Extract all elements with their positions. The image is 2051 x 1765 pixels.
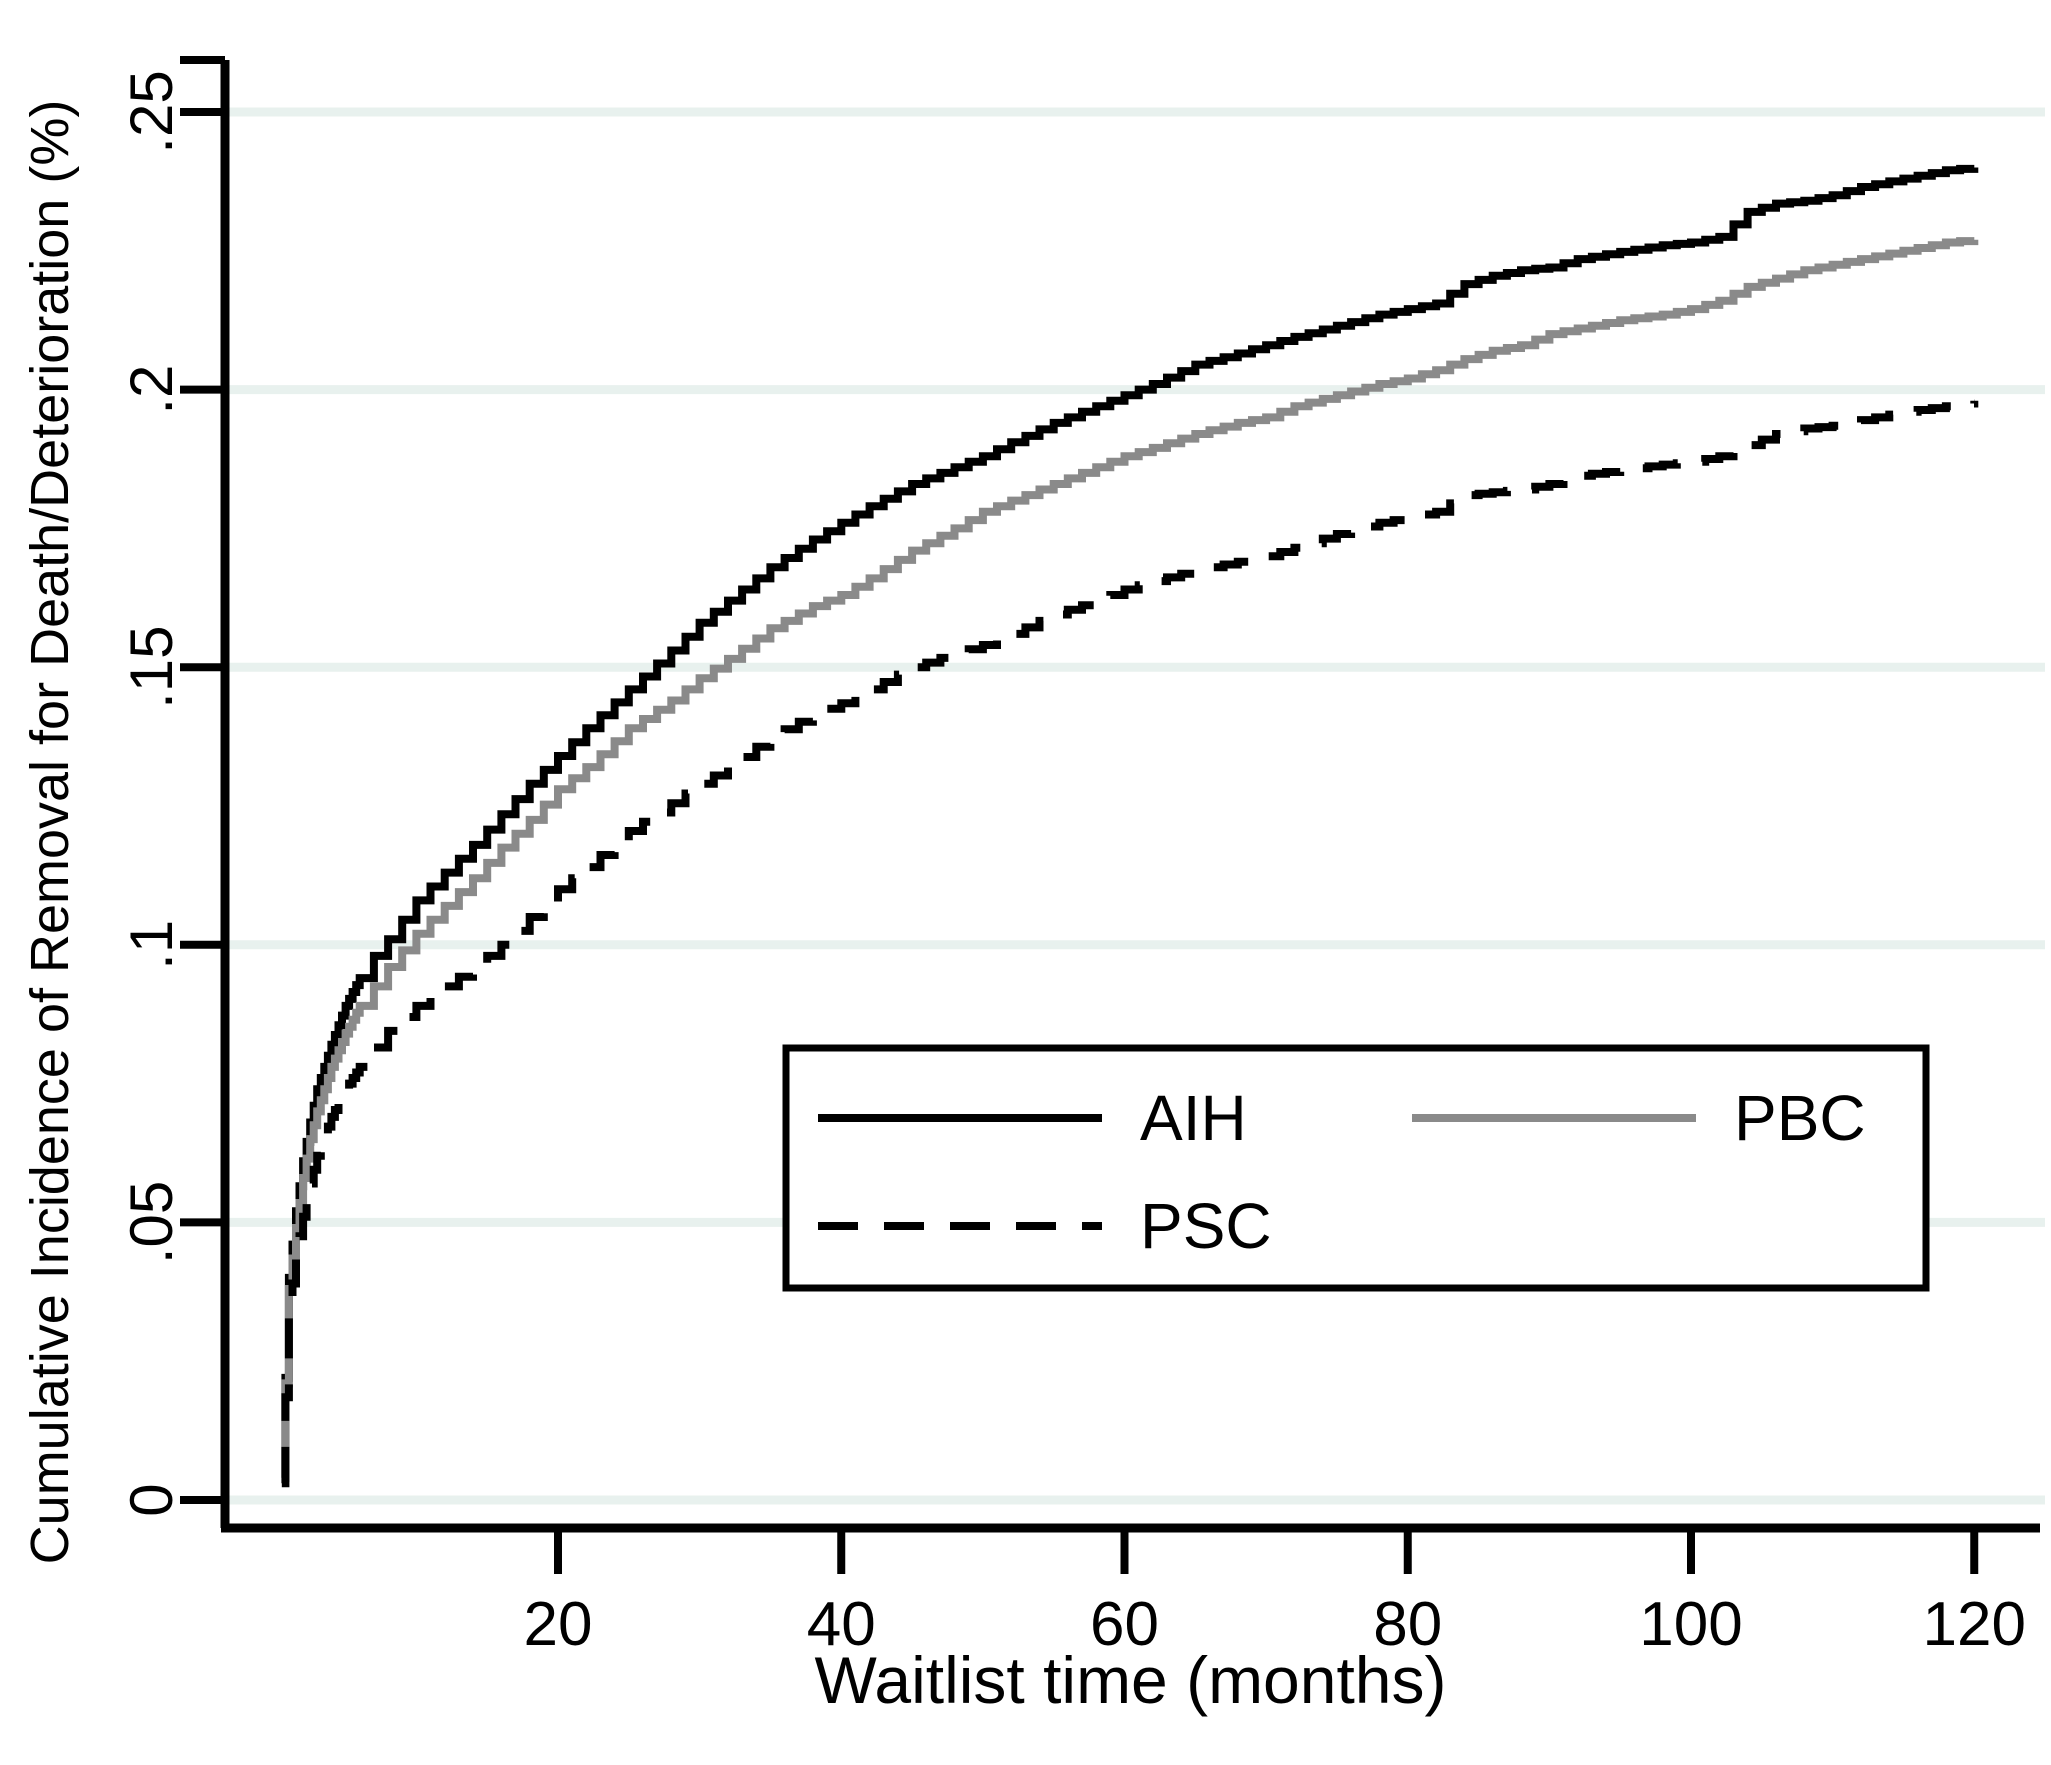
legend-psc-label: PSC: [1140, 1190, 1272, 1262]
x-tick-label: 80: [1373, 1590, 1442, 1659]
y-tick-label: .15: [118, 625, 185, 708]
aih-curve: [281, 164, 1979, 1482]
y-tick-label: .2: [118, 365, 185, 415]
y-tick-label: .25: [118, 70, 185, 153]
legend-pbc-label: PBC: [1734, 1082, 1866, 1154]
legend-box: [782, 1044, 1930, 1292]
x-tick-label: 20: [524, 1590, 593, 1659]
y-axis-title: Cumulative Incidence of Removal for Deat…: [20, 99, 80, 1565]
x-tick-label: 60: [1090, 1590, 1159, 1659]
pbc-curve: [281, 237, 1979, 1482]
legend-aih-label: AIH: [1140, 1082, 1247, 1154]
y-tick-label: .1: [118, 920, 185, 970]
x-tick-label: 40: [807, 1590, 876, 1659]
psc-curve: [281, 399, 1979, 1488]
y-tick-label: 0: [118, 1483, 185, 1516]
x-tick-label: 100: [1639, 1590, 1742, 1659]
x-axis-title: Waitlist time (months): [814, 1643, 1447, 1717]
x-tick-label: 120: [1923, 1590, 2026, 1659]
y-tick-label: .05: [118, 1181, 185, 1264]
